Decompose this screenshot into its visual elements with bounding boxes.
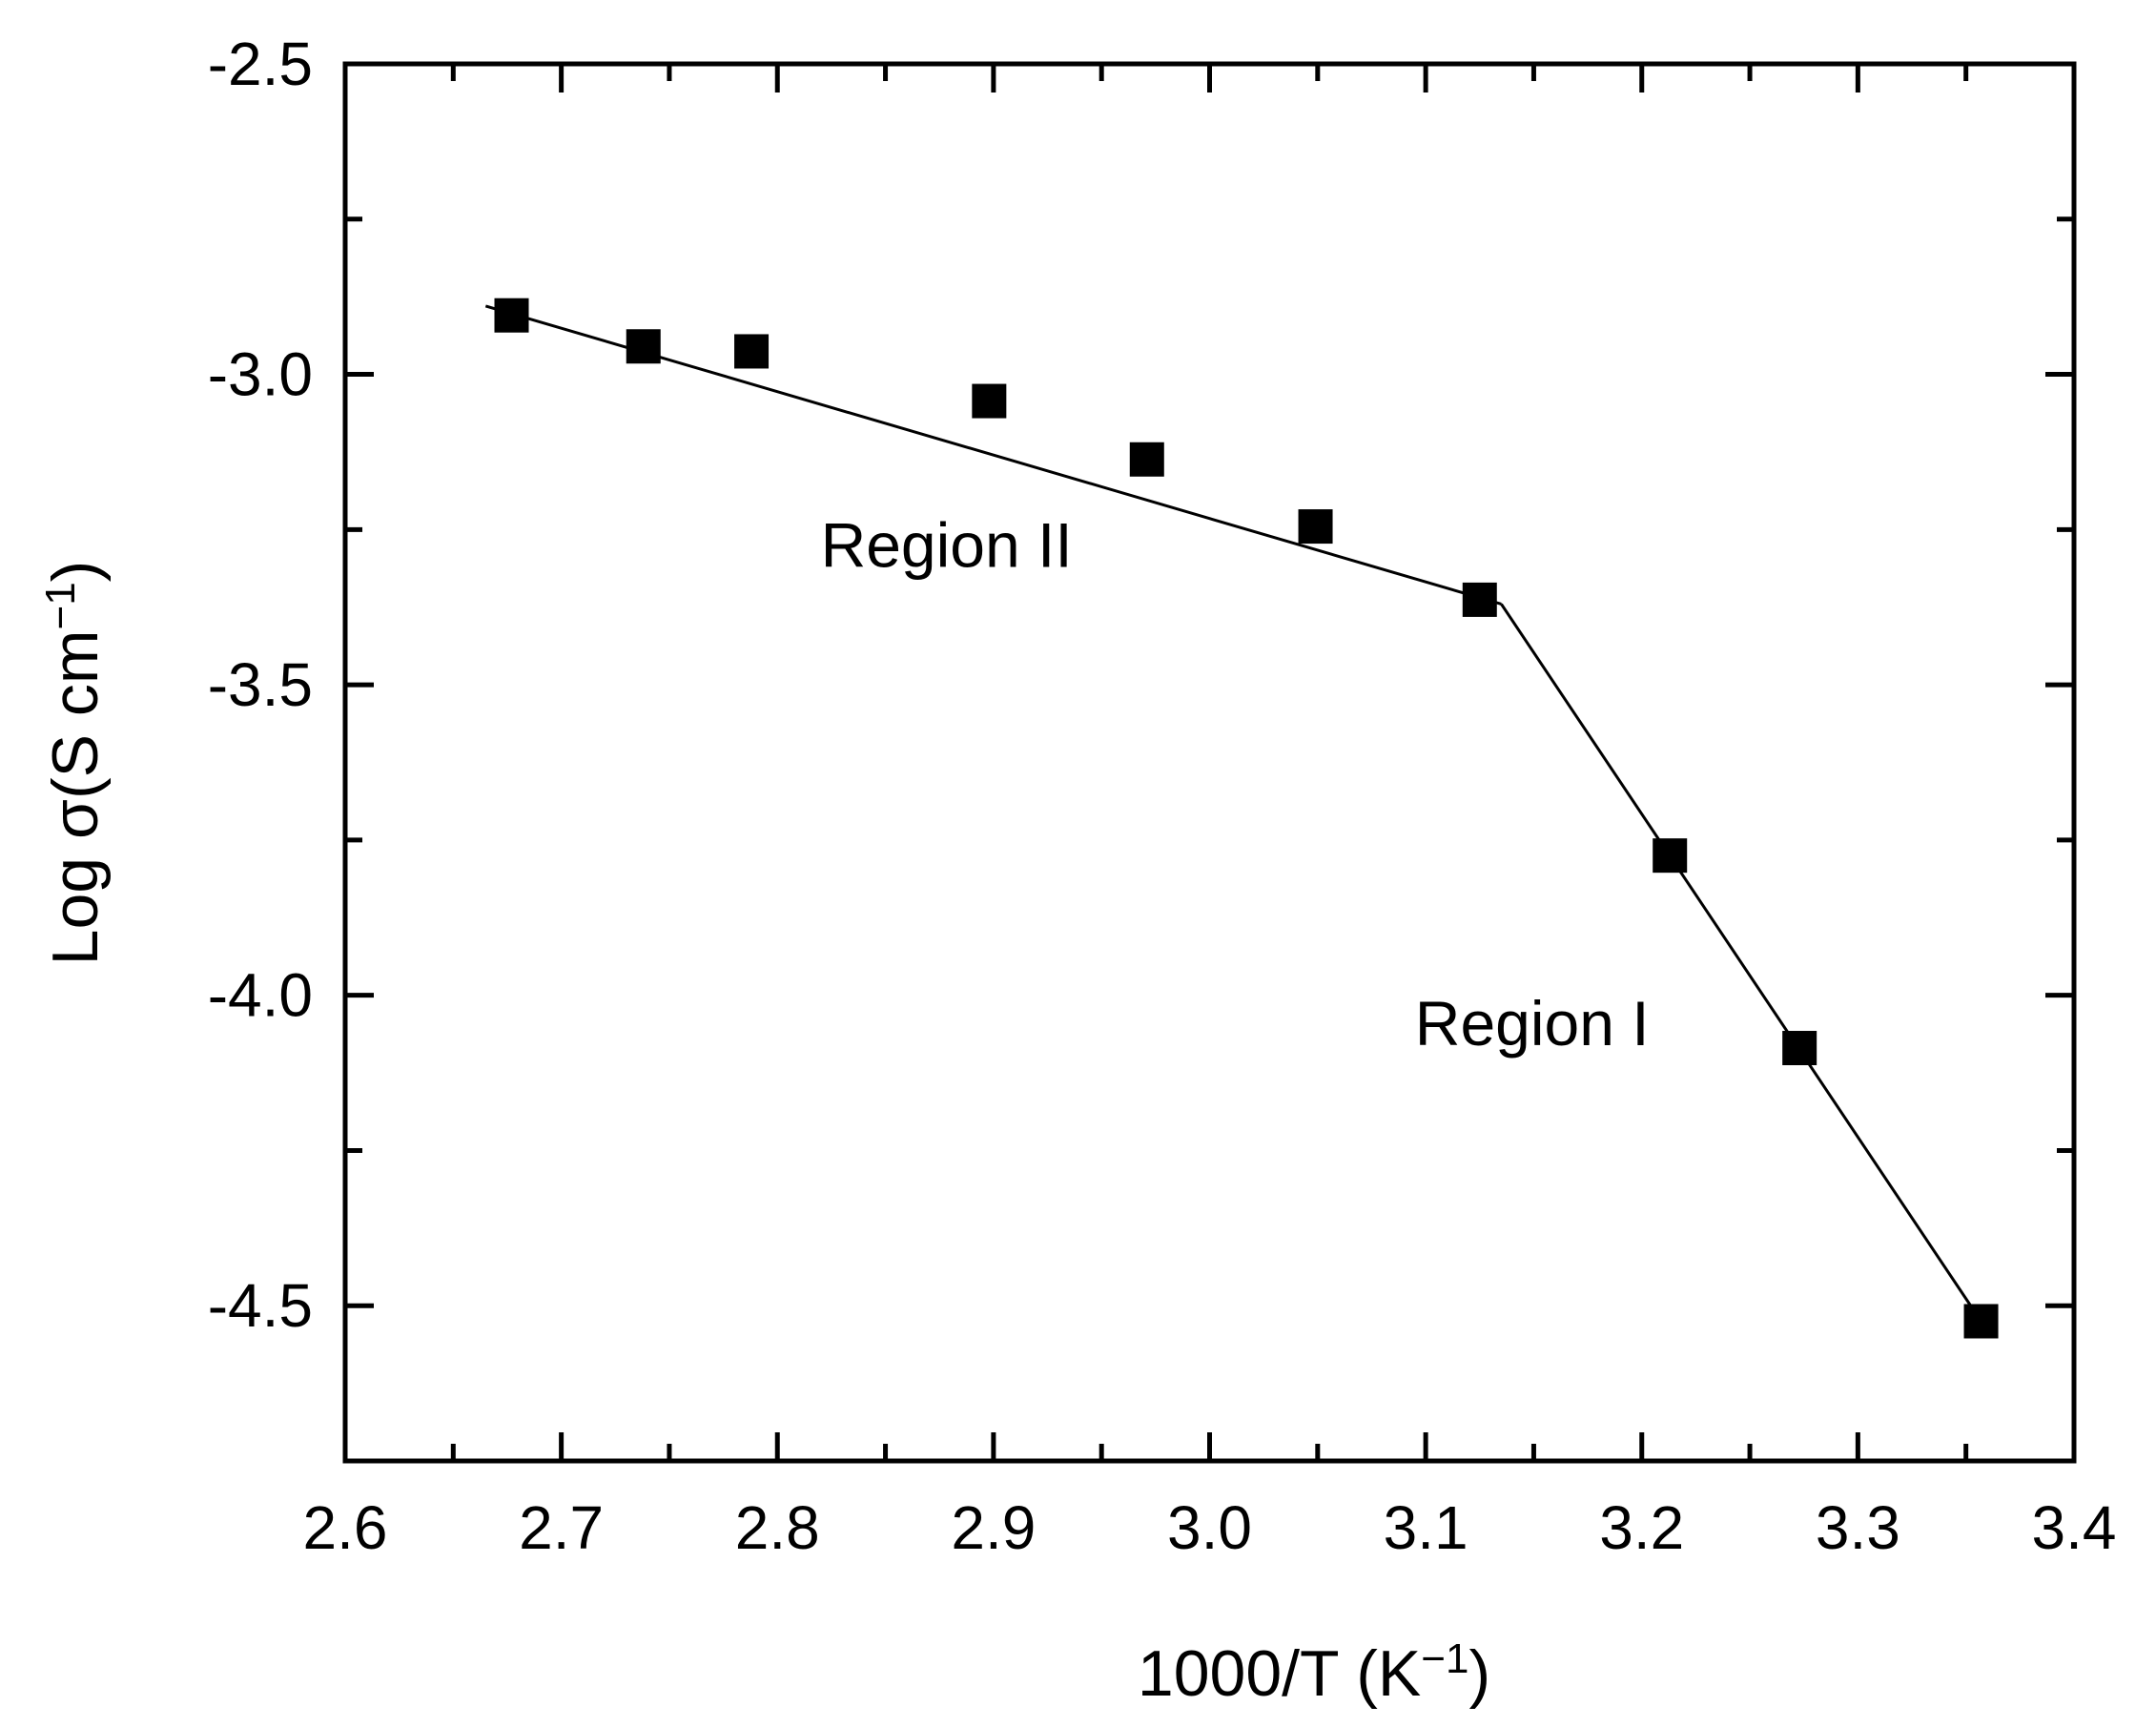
minor-ticks: [345, 64, 2074, 1461]
x-axis-title-close: ): [1468, 1637, 1490, 1710]
x-tick-label-2-9: 2.9: [951, 1493, 1036, 1562]
y-tick-label--4-5: -4.5: [208, 1271, 313, 1340]
y-tick-label--2-5: -2.5: [208, 30, 313, 98]
y-tick-label--3-5: -3.5: [208, 650, 313, 719]
region-label-1: Region II: [821, 509, 1073, 580]
data-point-9: [1782, 1031, 1817, 1066]
region-label-2: Region I: [1415, 988, 1650, 1059]
y-axis-title: Log σ(S cm−1): [37, 561, 113, 966]
data-point-8: [1653, 838, 1688, 874]
fit-region-i-line: [1500, 603, 1982, 1323]
y-axis-title-close: ): [39, 561, 112, 583]
annotations: Region II Region I: [821, 509, 1650, 1058]
x-tick-labels: 2.6 2.7 2.8 2.9 3.0 3.1 3.2 3.3 3.4: [303, 1493, 2117, 1562]
y-axis-title-sup: −1: [37, 582, 84, 629]
x-tick-label-2-7: 2.7: [519, 1493, 604, 1562]
data-point-4: [972, 383, 1007, 419]
x-axis-title-sup: −1: [1421, 1635, 1468, 1682]
plot-frame: [342, 61, 2077, 1464]
data-point-3: [734, 334, 770, 369]
y-tick-labels: -2.5 -3.0 -3.5 -4.0 -4.5: [208, 30, 313, 1340]
x-tick-label-3: 3.0: [1167, 1493, 1252, 1562]
x-tick-label-3-2: 3.2: [1599, 1493, 1684, 1562]
data-point-2: [626, 329, 661, 364]
x-axis-title-main: 1000/T (K: [1138, 1637, 1421, 1710]
x-tick-label-3-4: 3.4: [2032, 1493, 2117, 1562]
x-tick-label-3-3: 3.3: [1816, 1493, 1900, 1562]
x-tick-label-2-8: 2.8: [735, 1493, 820, 1562]
data-point-10: [1963, 1304, 1999, 1339]
data-points: [494, 298, 1999, 1339]
y-tick-label--3: -3.0: [208, 340, 313, 409]
x-axis-title: 1000/T (K−1): [1138, 1635, 1490, 1711]
data-point-5: [1129, 442, 1164, 477]
data-point-1: [494, 298, 529, 333]
y-tick-label--4: -4.0: [208, 961, 313, 1030]
data-point-7: [1462, 582, 1497, 617]
x-tick-label-3-1: 3.1: [1384, 1493, 1468, 1562]
data-point-6: [1298, 509, 1333, 545]
y-axis-title-main: Log σ(S cm: [39, 629, 112, 965]
x-tick-label-2-6: 2.6: [303, 1493, 388, 1562]
